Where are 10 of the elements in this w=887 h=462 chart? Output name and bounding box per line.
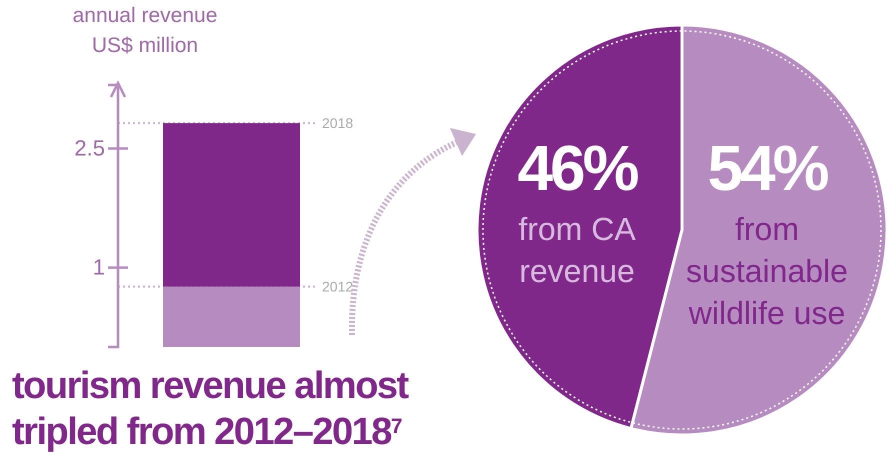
text: tourism revenue almost tripled from 2012–2018$^{7}$ (12, 365, 410, 453)
data-label: 54% (707, 132, 829, 204)
y-axis-title: annual revenue US$ million (72, 4, 218, 57)
slice-label: from sustainable wildlife use (686, 211, 848, 331)
slice-label: from CA revenue (518, 211, 636, 289)
text: 2012 (322, 278, 354, 295)
data-label: 46% (517, 132, 639, 204)
y-tick-label: 2.5 (74, 136, 105, 161)
text: 2018 (322, 115, 354, 132)
y-tick-label: 1 (92, 254, 105, 280)
